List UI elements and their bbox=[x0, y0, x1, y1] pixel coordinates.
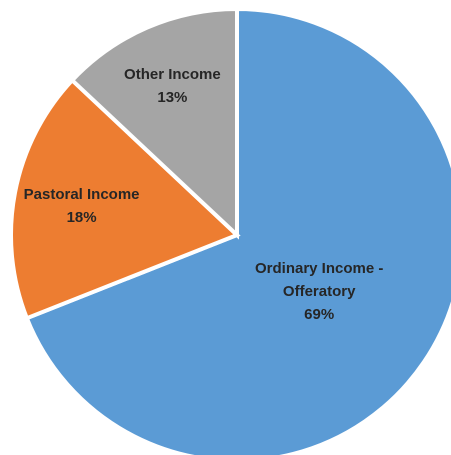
pie-label-percent: 18% bbox=[67, 209, 97, 226]
pie-label-percent: 13% bbox=[157, 89, 187, 106]
pie-label-percent: 69% bbox=[304, 306, 334, 323]
pie-label-pastoral-income: Pastoral Income 18% bbox=[24, 186, 140, 226]
pie-slices bbox=[8, 6, 451, 455]
pie-label-name: Pastoral Income bbox=[24, 186, 140, 203]
pie-label-ordinary-income-offeratory: Ordinary Income - Offeratory 69% bbox=[255, 260, 383, 323]
pie-labels: Ordinary Income - Offeratory 69% Pastoral I… bbox=[24, 66, 384, 323]
pie-label-name: Ordinary Income - bbox=[255, 260, 383, 277]
pie-slice-pastoral-income bbox=[8, 77, 241, 321]
pie-label-name: Offeratory bbox=[283, 283, 356, 300]
pie-label-name: Other Income bbox=[124, 66, 221, 83]
pie-slice-other-income bbox=[69, 6, 239, 240]
pie-label-other-income: Other Income 13% bbox=[124, 66, 221, 106]
